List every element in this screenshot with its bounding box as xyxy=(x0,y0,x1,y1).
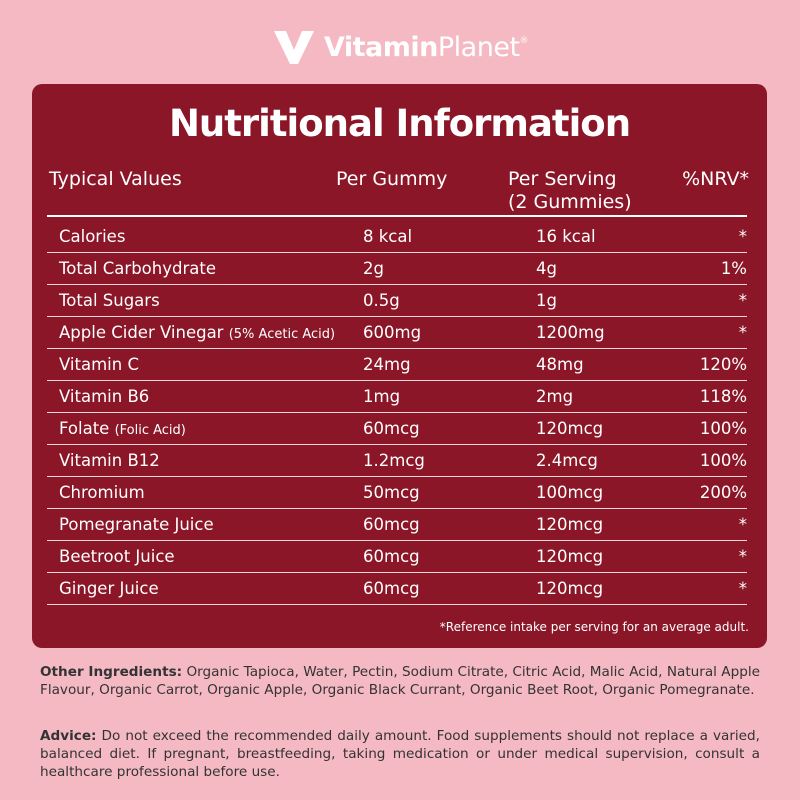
nrv-value: 100% xyxy=(699,419,747,438)
table-row: Apple Cider Vinegar (5% Acetic Acid) 600m… xyxy=(47,317,747,349)
brand-logo: VitaminPlanet® xyxy=(0,22,800,72)
table-row: Chromium 50mcg 100mcg 200% xyxy=(47,477,747,509)
nutrient-name: Total Carbohydrate xyxy=(59,259,216,278)
nrv-value: * xyxy=(738,547,747,566)
table-row: Beetroot Juice 60mcg 120mcg * xyxy=(47,541,747,573)
per-gummy-value: 8 kcal xyxy=(363,227,413,246)
nrv-value: 118% xyxy=(699,387,747,406)
nrv-value: * xyxy=(738,323,747,342)
per-gummy-value: 24mg xyxy=(363,355,411,374)
per-serving-value: 120mcg xyxy=(536,515,604,534)
table-row: Vitamin B12 1.2mcg 2.4mcg 100% xyxy=(47,445,747,477)
other-ingredients: Other Ingredients: Organic Tapioca, Wate… xyxy=(40,664,760,698)
per-serving-value: 2mg xyxy=(536,387,574,406)
reference-footnote: *Reference intake per serving for an ave… xyxy=(439,620,749,634)
per-gummy-value: 0.5g xyxy=(363,291,400,310)
per-gummy-value: 50mcg xyxy=(363,483,420,502)
brand-name: VitaminPlanet® xyxy=(323,31,529,63)
per-serving-value: 120mcg xyxy=(536,419,604,438)
nutrient-name: Ginger Juice xyxy=(59,579,159,598)
table-header: Typical Values Per Gummy Per Serving (2 … xyxy=(32,168,767,218)
per-serving-value: 120mcg xyxy=(536,579,604,598)
header-typical-values: Typical Values xyxy=(49,168,182,190)
nutrient-name: Vitamin B6 xyxy=(59,387,150,406)
v-logo-icon xyxy=(273,31,314,64)
nrv-value: 100% xyxy=(699,451,747,470)
nutrient-name: Vitamin C xyxy=(59,355,139,374)
nrv-value: * xyxy=(738,515,747,534)
advice-text: Advice: Do not exceed the recommended da… xyxy=(40,728,760,780)
nutrition-table: Calories 8 kcal 16 kcal * Total Carbohydrate… xyxy=(47,221,747,605)
per-gummy-value: 60mcg xyxy=(363,579,420,598)
per-gummy-value: 2g xyxy=(363,259,384,278)
table-row: Vitamin B6 1mg 2mg 118% xyxy=(47,381,747,413)
per-serving-value: 48mg xyxy=(536,355,584,374)
nutrient-name: Folate (Folic Acid) xyxy=(59,419,186,439)
table-row: Folate (Folic Acid) 60mcg 120mcg 100% xyxy=(47,413,747,445)
header-per-gummy: Per Gummy xyxy=(336,168,448,190)
header-per-serving: Per Serving (2 Gummies) xyxy=(508,168,632,213)
nutrient-name: Total Sugars xyxy=(59,291,160,310)
per-gummy-value: 600mg xyxy=(363,323,422,342)
per-serving-value: 1200mg xyxy=(536,323,605,342)
table-row: Total Carbohydrate 2g 4g 1% xyxy=(47,253,747,285)
per-gummy-value: 60mcg xyxy=(363,547,420,566)
nutrient-name: Calories xyxy=(59,227,126,246)
nutrition-panel: Nutritional Information Typical Values P… xyxy=(32,84,767,648)
per-gummy-value: 60mcg xyxy=(363,419,420,438)
per-serving-value: 16 kcal xyxy=(536,227,596,246)
per-gummy-value: 60mcg xyxy=(363,515,420,534)
per-serving-value: 4g xyxy=(536,259,557,278)
nrv-value: 1% xyxy=(720,259,747,278)
table-row: Pomegranate Juice 60mcg 120mcg * xyxy=(47,509,747,541)
per-serving-value: 2.4mcg xyxy=(536,451,598,470)
per-serving-value: 100mcg xyxy=(536,483,604,502)
header-divider xyxy=(47,215,747,217)
nutrient-name: Pomegranate Juice xyxy=(59,515,214,534)
per-gummy-value: 1mg xyxy=(363,387,401,406)
table-row: Ginger Juice 60mcg 120mcg * xyxy=(47,573,747,605)
nrv-value: * xyxy=(738,291,747,310)
panel-title: Nutritional Information xyxy=(168,102,631,145)
per-serving-value: 1g xyxy=(536,291,557,310)
nrv-value: 120% xyxy=(699,355,747,374)
per-gummy-value: 1.2mcg xyxy=(363,451,425,470)
table-row: Calories 8 kcal 16 kcal * xyxy=(47,221,747,253)
per-serving-value: 120mcg xyxy=(536,547,604,566)
nutrient-name: Apple Cider Vinegar (5% Acetic Acid) xyxy=(59,323,336,343)
nrv-value: 200% xyxy=(699,483,747,502)
table-row: Vitamin C 24mg 48mg 120% xyxy=(47,349,747,381)
nutrient-name: Beetroot Juice xyxy=(59,547,175,566)
nrv-value: * xyxy=(738,227,747,246)
nutrient-name: Vitamin B12 xyxy=(59,451,160,470)
nrv-value: * xyxy=(738,579,747,598)
table-row: Total Sugars 0.5g 1g * xyxy=(47,285,747,317)
nutrient-name: Chromium xyxy=(59,483,145,502)
header-nrv: %NRV* xyxy=(682,168,749,190)
